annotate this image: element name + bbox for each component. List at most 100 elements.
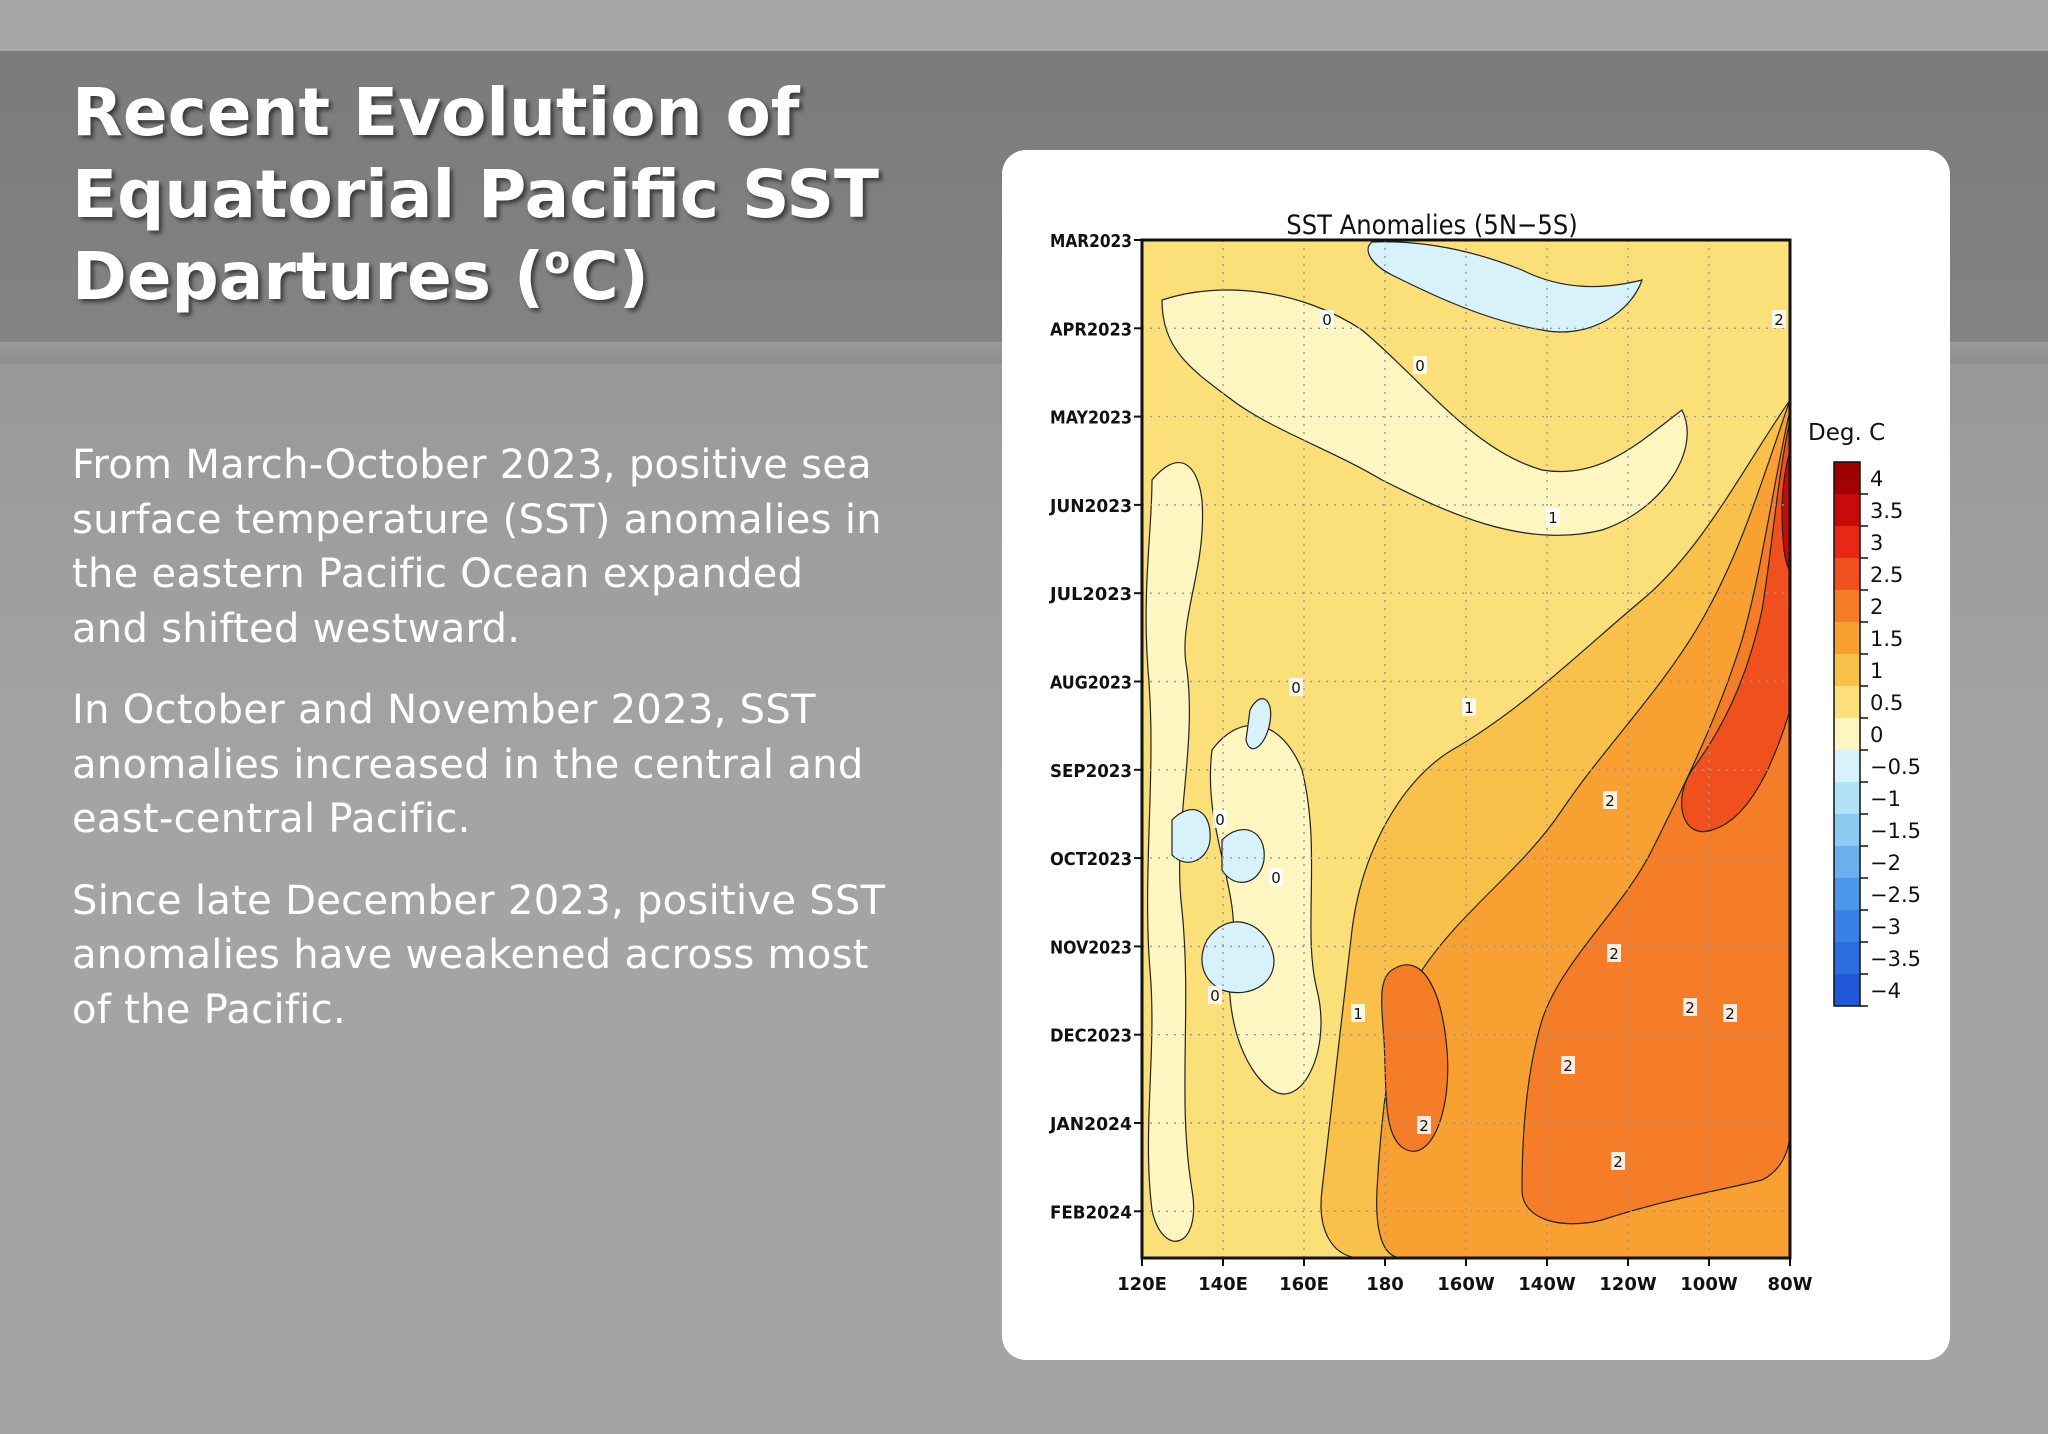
colorbar-swatch (1834, 686, 1860, 718)
colorbar-swatch (1834, 654, 1860, 686)
colorbar-label: 1 (1870, 659, 1883, 683)
warm-region-2-west (1380, 964, 1449, 1152)
colorbar-label: 3.5 (1870, 499, 1903, 523)
colorbar-label: 4 (1870, 467, 1883, 491)
paragraph-october-november: In October and November 2023, SST anomal… (72, 683, 952, 847)
y-tick-label: JAN2024 (1048, 1114, 1132, 1135)
contour-label-bg (1611, 1152, 1625, 1170)
contour-label: 0 (1215, 811, 1225, 829)
anomaly-field (1142, 240, 1790, 1258)
contour-label: 0 (1322, 311, 1332, 329)
slide-title: Recent Evolution of Equatorial Pacific S… (72, 72, 972, 318)
body-text: From March-October 2023, positive sea su… (72, 438, 952, 1064)
y-tick-label: SEP2023 (1050, 761, 1132, 782)
figure-card: SST Anomalies (5N−5S) 0 0 0 0 0 (1002, 150, 1950, 1360)
contour-labels: 0 0 0 0 0 0 1 1 1 2 2 2 2 2 2 2 2 (1208, 310, 1786, 1171)
colorbar-label: 0 (1870, 723, 1883, 747)
colorbar-label: −4 (1870, 979, 1901, 1003)
contour-label-bg (1269, 868, 1283, 886)
y-tick-label: DEC2023 (1050, 1026, 1132, 1047)
colorbar-label: 3 (1870, 531, 1883, 555)
colorbar-swatch (1834, 558, 1860, 590)
y-tick-label: JUL2023 (1048, 584, 1132, 605)
contour-label: 2 (1419, 1117, 1429, 1135)
contour-label: 2 (1685, 999, 1695, 1017)
contour-label-bg (1417, 1116, 1431, 1134)
title-line-text: Departures ( (72, 238, 545, 315)
paragraph-line: anomalies increased in the central and (72, 741, 864, 788)
contour-label: 2 (1609, 945, 1619, 963)
paragraph-line: From March-October 2023, positive sea (72, 442, 872, 488)
degree-superscript: o (544, 238, 571, 282)
paragraph-late-december: Since late December 2023, positive SST a… (72, 874, 952, 1038)
x-tick-label: 140W (1518, 1274, 1576, 1295)
contour-label: 1 (1464, 699, 1474, 717)
colorbar-label: −2 (1870, 851, 1901, 875)
title-line: Departures (oC) (72, 236, 972, 318)
x-tick-label: 100W (1680, 1274, 1738, 1295)
contour-label-bg (1723, 1004, 1737, 1022)
x-tick-label: 80W (1768, 1274, 1813, 1295)
paragraph-line: east-central Pacific. (72, 796, 471, 842)
colorbar-swatch (1834, 878, 1860, 910)
contour-label-bg (1462, 698, 1476, 716)
colorbar-swatch (1834, 494, 1860, 526)
y-tick-label: JUN2023 (1048, 496, 1132, 517)
paragraph-line: surface temperature (SST) anomalies in (72, 496, 882, 543)
contour-label-bg (1413, 356, 1427, 374)
colorbar-swatch (1834, 782, 1860, 814)
contour-label: 0 (1210, 987, 1220, 1005)
cool-patch-oct (1171, 809, 1211, 863)
colorbar-label: −2.5 (1870, 883, 1921, 907)
contour-label: 2 (1563, 1057, 1573, 1075)
contour-label: 2 (1725, 1005, 1735, 1023)
paragraph-line: anomalies have weakened across most (72, 932, 869, 978)
cool-patch-oct-2 (1221, 829, 1265, 883)
contour-label-bg (1208, 986, 1222, 1004)
y-tick-label: NOV2023 (1050, 937, 1132, 958)
colorbar-title: Deg. C (1808, 420, 1885, 446)
paragraph-march-october: From March-October 2023, positive sea su… (72, 438, 952, 656)
y-tick-label: AUG2023 (1050, 673, 1132, 694)
contour-label-bg (1320, 310, 1334, 328)
lat-lon-grid (1142, 240, 1790, 1258)
top-strip (0, 0, 2048, 51)
colorbar-swatch (1834, 590, 1860, 622)
colorbar: 4 3.5 3 2.5 2 1.5 1 0.5 0 −0.5 −1 −1.5 −2 −2.5 −3 −3.5 −… (1833, 461, 1921, 1007)
colorbar-label: −1 (1870, 787, 1901, 811)
x-tick-label: 160W (1437, 1274, 1495, 1295)
contour-label-bg (1683, 998, 1697, 1016)
title-line: Equatorial Pacific SST (72, 156, 880, 233)
colorbar-swatch (1834, 814, 1860, 846)
y-axis-months: MAR2023 APR2023 MAY2023 JUN2023 JUL2023 AUG20… (1048, 231, 1142, 1223)
colorbar-swatch (1834, 462, 1860, 494)
y-tick-label: APR2023 (1050, 319, 1132, 340)
colorbar-label: 2.5 (1870, 563, 1903, 587)
colorbar-label: −3 (1870, 915, 1901, 939)
cool-patch-aug (1245, 698, 1272, 750)
colorbar-swatch (1834, 622, 1860, 654)
paragraph-line: of the Pacific. (72, 986, 346, 1033)
warm-core (1681, 419, 1790, 833)
contour-label: 2 (1605, 792, 1615, 810)
contour-label-bg (1603, 791, 1617, 809)
colorbar-swatch (1834, 750, 1860, 782)
colorbar-label: 2 (1870, 595, 1883, 619)
cool-patch-nov (1201, 921, 1275, 994)
x-tick-label: 140E (1198, 1274, 1248, 1295)
contour-label-bg (1772, 310, 1786, 328)
neutral-region-west-central (1209, 724, 1322, 1095)
title-unit-tail: C) (570, 238, 649, 315)
x-tick-label: 120E (1117, 1274, 1167, 1295)
colorbar-label: 0.5 (1870, 691, 1903, 715)
contour-label: 0 (1415, 357, 1425, 375)
colorbar-swatch (1834, 910, 1860, 942)
contour-label: 1 (1353, 1005, 1363, 1023)
y-tick-label: MAY2023 (1050, 408, 1132, 429)
paragraph-line: and shifted westward. (72, 605, 521, 652)
x-tick-label: 180 (1366, 1274, 1404, 1295)
contour-label-bg (1561, 1056, 1575, 1074)
x-tick-label: 160E (1279, 1274, 1329, 1295)
contour-label-bg (1289, 678, 1303, 696)
colorbar-swatch (1834, 718, 1860, 750)
